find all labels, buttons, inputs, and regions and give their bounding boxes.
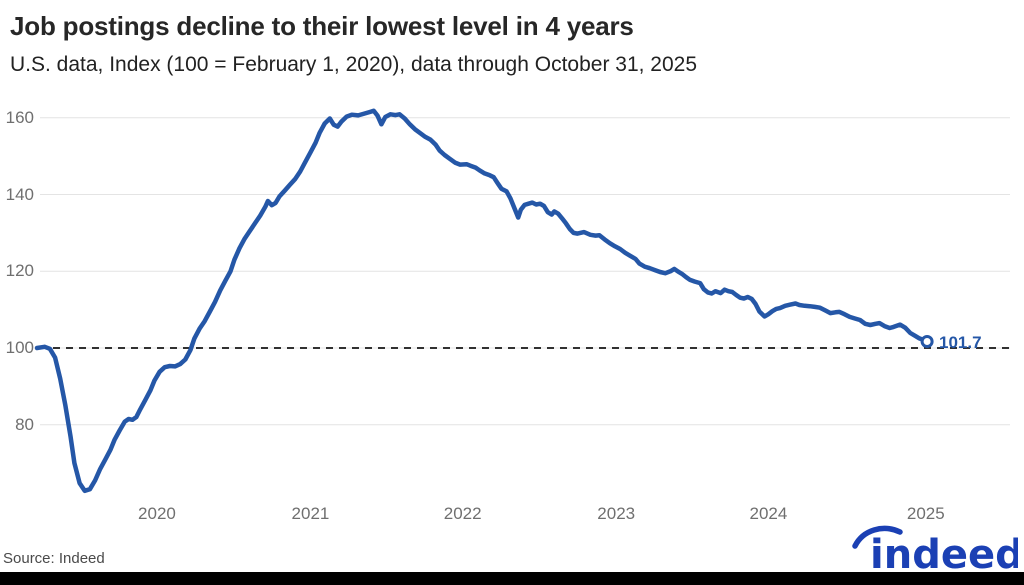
indeed-logo-wordmark: indeed	[870, 532, 1018, 574]
y-tick-100: 100	[5, 338, 34, 357]
y-tick-80: 80	[15, 414, 34, 434]
job-postings-index-line	[34, 108, 930, 494]
latest-value-label: 101.7	[939, 333, 982, 352]
y-tick-120: 120	[5, 261, 34, 281]
x-tick-2021: 2021	[291, 504, 330, 523]
x-tick-2025: 2025	[906, 504, 945, 523]
chart-title: Job postings decline to their lowest lev…	[10, 11, 634, 41]
x-tick-2022: 2022	[443, 504, 482, 523]
bottom-black-bar	[0, 572, 1024, 585]
endpoint-marker	[920, 335, 934, 348]
chart-subtitle: U.S. data, Index (100 = February 1, 2020…	[10, 53, 698, 76]
x-tick-2023: 2023	[597, 504, 636, 523]
y-tick-160: 160	[5, 107, 34, 127]
source-note: Source: Indeed	[3, 550, 105, 567]
indeed-logo: indeed	[852, 525, 1018, 574]
y-tick-140: 140	[5, 184, 34, 204]
indeed-logo-swoosh	[852, 525, 903, 549]
x-tick-2020: 2020	[138, 504, 176, 523]
x-tick-2024: 2024	[749, 504, 788, 523]
